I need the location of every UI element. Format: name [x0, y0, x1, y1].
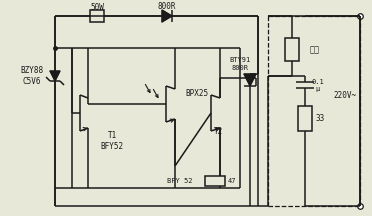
Polygon shape: [162, 10, 172, 22]
Bar: [298, 106, 312, 131]
Bar: [285, 38, 299, 61]
Bar: [90, 10, 104, 22]
Text: 0.1
μ: 0.1 μ: [312, 78, 324, 92]
Text: 负载: 负载: [310, 45, 320, 54]
Text: 390
50W: 390 50W: [90, 0, 104, 12]
Text: T2: T2: [214, 127, 222, 135]
Polygon shape: [244, 74, 256, 86]
Text: BZY88
C5V6: BZY88 C5V6: [20, 66, 44, 86]
Text: T1
BFY52: T1 BFY52: [100, 131, 124, 151]
Text: BTY91
800R: BTY91 800R: [230, 57, 251, 70]
Polygon shape: [50, 71, 60, 81]
Text: 47: 47: [228, 178, 236, 184]
Bar: [205, 176, 225, 186]
Text: BYX45
800R: BYX45 800R: [155, 0, 179, 11]
Text: BPX25: BPX25: [185, 89, 209, 98]
Text: 220V~: 220V~: [333, 92, 357, 100]
Text: 33: 33: [315, 114, 325, 123]
Text: BFY 52: BFY 52: [167, 178, 193, 184]
